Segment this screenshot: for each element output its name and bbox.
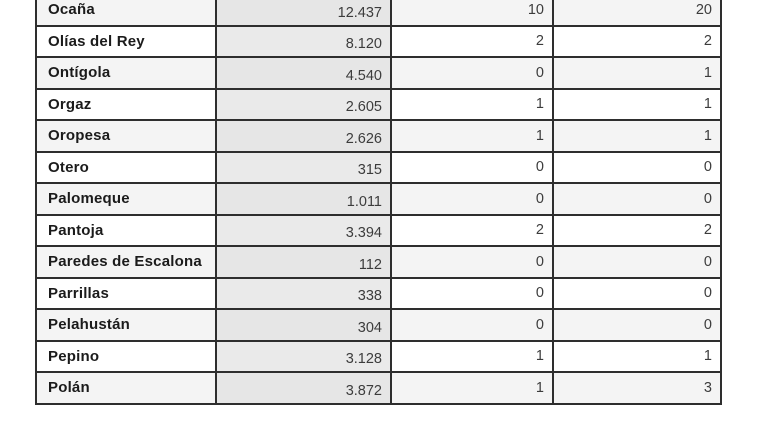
- value-cell-2: 2: [552, 24, 722, 58]
- value-cell-2: 0: [552, 182, 722, 216]
- table-row: Ontígola 4.540 0 1: [35, 56, 722, 90]
- value-cell-2: 0: [552, 245, 722, 279]
- table-row: Olías del Rey 8.120 2 2: [35, 24, 722, 58]
- value-cell-2: 0: [552, 150, 722, 184]
- population-cell: 338: [215, 276, 392, 310]
- population-cell: 112: [215, 245, 392, 279]
- municipality-name-cell: Olías del Rey: [35, 24, 217, 58]
- value-cell-2: 0: [552, 308, 722, 342]
- value-cell-1: 0: [390, 308, 554, 342]
- municipality-name-cell: Pantoja: [35, 213, 217, 247]
- value-cell-2: 1: [552, 119, 722, 153]
- municipality-table: Ocaña 12.437 10 20 Olías del Rey 8.120 2 2 Ontíg…: [35, 0, 722, 405]
- value-cell-1: 0: [390, 245, 554, 279]
- value-cell-2: 1: [552, 339, 722, 373]
- municipality-name-cell: Otero: [35, 150, 217, 184]
- value-cell-1: 1: [390, 87, 554, 121]
- table-row: Otero 315 0 0: [35, 150, 722, 184]
- value-cell-2: 1: [552, 87, 722, 121]
- value-cell-2: 20: [552, 0, 722, 27]
- table-row: Pantoja 3.394 2 2: [35, 213, 722, 247]
- table-row: Ocaña 12.437 10 20: [35, 0, 722, 27]
- value-cell-1: 1: [390, 119, 554, 153]
- table-row: Parrillas 338 0 0: [35, 276, 722, 310]
- municipality-table-body: Ocaña 12.437 10 20 Olías del Rey 8.120 2 2 Ontíg…: [35, 0, 722, 405]
- value-cell-2: 1: [552, 56, 722, 90]
- table-row: Pelahustán 304 0 0: [35, 308, 722, 342]
- table-row: Pepino 3.128 1 1: [35, 339, 722, 373]
- population-cell: 4.540: [215, 56, 392, 90]
- population-cell: 304: [215, 308, 392, 342]
- table-row: Orgaz 2.605 1 1: [35, 87, 722, 121]
- municipality-name-cell: Orgaz: [35, 87, 217, 121]
- population-cell: 315: [215, 150, 392, 184]
- population-cell: 12.437: [215, 0, 392, 27]
- table-row: Oropesa 2.626 1 1: [35, 119, 722, 153]
- municipality-name-cell: Palomeque: [35, 182, 217, 216]
- municipality-name-cell: Oropesa: [35, 119, 217, 153]
- value-cell-1: 2: [390, 213, 554, 247]
- value-cell-1: 10: [390, 0, 554, 27]
- value-cell-1: 1: [390, 371, 554, 405]
- population-cell: 1.011: [215, 182, 392, 216]
- value-cell-2: 0: [552, 276, 722, 310]
- municipality-name-cell: Paredes de Escalona: [35, 245, 217, 279]
- municipality-name-cell: Ontígola: [35, 56, 217, 90]
- value-cell-1: 0: [390, 150, 554, 184]
- population-cell: 2.626: [215, 119, 392, 153]
- municipality-name-cell: Pepino: [35, 339, 217, 373]
- population-cell: 8.120: [215, 24, 392, 58]
- value-cell-2: 3: [552, 371, 722, 405]
- population-cell: 3.128: [215, 339, 392, 373]
- population-cell: 3.394: [215, 213, 392, 247]
- table-row: Polán 3.872 1 3: [35, 371, 722, 405]
- value-cell-1: 0: [390, 276, 554, 310]
- municipality-name-cell: Parrillas: [35, 276, 217, 310]
- value-cell-2: 2: [552, 213, 722, 247]
- municipality-name-cell: Polán: [35, 371, 217, 405]
- value-cell-1: 0: [390, 56, 554, 90]
- municipality-name-cell: Pelahustán: [35, 308, 217, 342]
- municipality-name-cell: Ocaña: [35, 0, 217, 27]
- value-cell-1: 0: [390, 182, 554, 216]
- value-cell-1: 2: [390, 24, 554, 58]
- value-cell-1: 1: [390, 339, 554, 373]
- population-cell: 3.872: [215, 371, 392, 405]
- table-row: Palomeque 1.011 0 0: [35, 182, 722, 216]
- table-row: Paredes de Escalona 112 0 0: [35, 245, 722, 279]
- population-cell: 2.605: [215, 87, 392, 121]
